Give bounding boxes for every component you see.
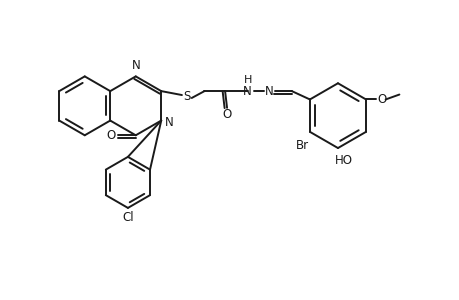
Text: N: N	[132, 59, 141, 73]
Text: HO: HO	[334, 154, 352, 167]
Text: N: N	[264, 85, 273, 98]
Text: N: N	[243, 85, 252, 98]
Text: O: O	[222, 108, 231, 121]
Text: N: N	[165, 116, 174, 129]
Text: Br: Br	[295, 139, 308, 152]
Text: O: O	[376, 93, 386, 106]
Text: Cl: Cl	[122, 211, 134, 224]
Text: H: H	[243, 75, 252, 85]
Text: S: S	[183, 91, 190, 103]
Text: O: O	[106, 129, 116, 142]
